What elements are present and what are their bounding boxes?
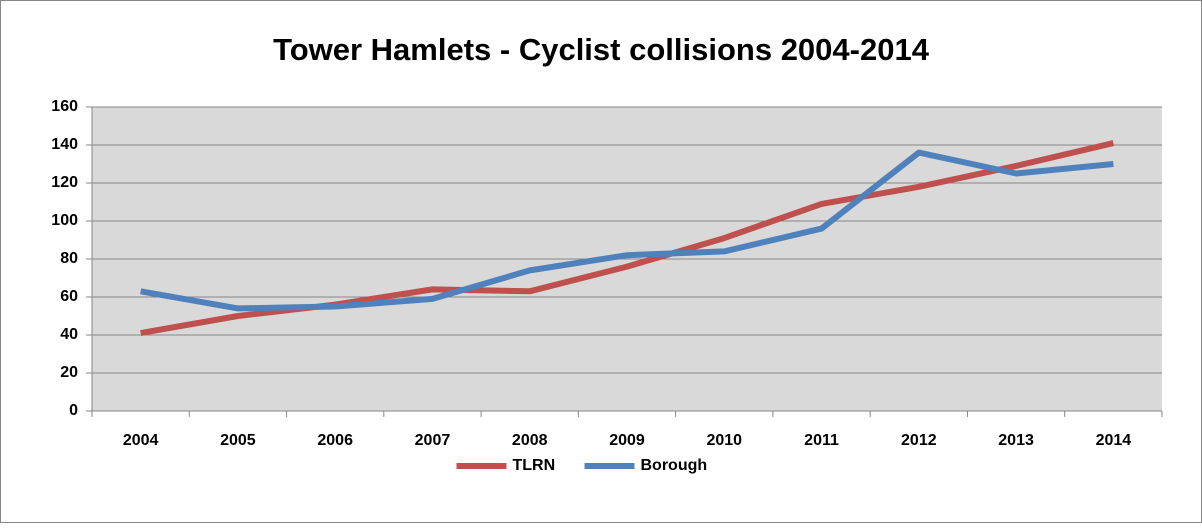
x-tick-label: 2004	[123, 432, 159, 449]
x-tick-label: 2005	[220, 432, 256, 449]
x-tick-label: 2011	[804, 432, 839, 449]
x-tick-label: 2013	[998, 432, 1034, 449]
series-line	[140, 149, 1114, 312]
x-tick-label: 2007	[415, 432, 451, 449]
x-tick-label: 2014	[1096, 432, 1132, 449]
y-tick-label: 160	[51, 98, 78, 115]
y-tick-label: 80	[60, 250, 78, 267]
y-tick-label: 140	[51, 136, 78, 153]
chart-title: Tower Hamlets - Cyclist collisions 2004-…	[273, 32, 930, 67]
y-tick-label: 120	[51, 174, 78, 191]
y-tick-label: 100	[51, 212, 78, 229]
x-tick-label: 2008	[512, 432, 548, 449]
y-tick-label: 60	[60, 288, 78, 305]
legend-label: Borough	[641, 457, 708, 474]
x-tick-label: 2010	[706, 432, 742, 449]
legend-label: TLRN	[513, 457, 556, 474]
y-tick-label: 20	[60, 364, 78, 381]
y-tick-label: 0	[69, 402, 78, 419]
y-tick-label: 40	[60, 326, 78, 343]
x-tick-label: 2009	[609, 432, 645, 449]
x-tick-label: 2006	[317, 432, 353, 449]
x-tick-label: 2012	[901, 432, 937, 449]
